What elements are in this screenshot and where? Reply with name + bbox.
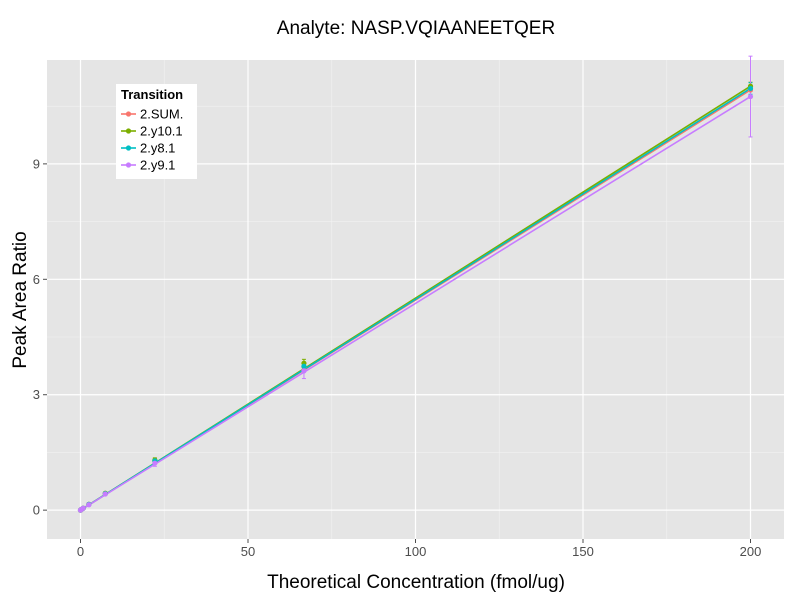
legend-label: 2.y8.1 [140, 141, 175, 156]
y-axis-ticks: 0 3 6 9 [33, 156, 47, 518]
legend-label: 2.SUM. [140, 107, 183, 122]
legend: Transition 2.SUM. 2.y10.1 2.y8.1 2.y9.1 [116, 84, 197, 179]
data-point [747, 85, 754, 92]
x-tick-label: 200 [740, 544, 762, 559]
legend-item: 2.SUM. [121, 107, 183, 122]
legend-label: 2.y10.1 [140, 124, 183, 139]
fit-line-2.y9.1 [80, 95, 751, 511]
y-tick-label: 6 [33, 272, 40, 287]
data-point [301, 363, 307, 369]
x-tick-label: 0 [77, 544, 84, 559]
legend-item: 2.y8.1 [121, 141, 175, 156]
data-point [747, 93, 754, 100]
legend-marker [125, 162, 132, 168]
y-tick-label: 0 [33, 503, 40, 518]
x-axis-ticks: 0 50 100 150 200 [77, 539, 761, 559]
legend-item: 2.y9.1 [121, 158, 175, 173]
data-point [152, 460, 158, 466]
legend-marker [125, 145, 132, 151]
chart-title: Analyte: NASP.VQIAANEETQER [277, 18, 555, 39]
fit-line-2.y8.1 [80, 87, 751, 511]
data-point [301, 368, 307, 374]
y-tick-label: 3 [33, 387, 40, 402]
data-points [77, 83, 754, 513]
data-point [102, 491, 108, 497]
y-axis-label: Peak Area Ratio [10, 231, 31, 368]
data-point [86, 502, 92, 508]
legend-marker [125, 111, 132, 117]
legend-label: 2.y9.1 [140, 158, 175, 173]
data-point [80, 505, 86, 511]
fit-lines [80, 85, 751, 511]
legend-item: 2.y10.1 [121, 124, 183, 139]
legend-title: Transition [121, 87, 183, 102]
legend-marker [125, 128, 132, 134]
x-tick-label: 50 [241, 544, 255, 559]
x-axis-label: Theoretical Concentration (fmol/ug) [267, 572, 565, 593]
x-tick-label: 150 [572, 544, 594, 559]
y-tick-label: 9 [33, 156, 40, 171]
x-tick-label: 100 [405, 544, 427, 559]
